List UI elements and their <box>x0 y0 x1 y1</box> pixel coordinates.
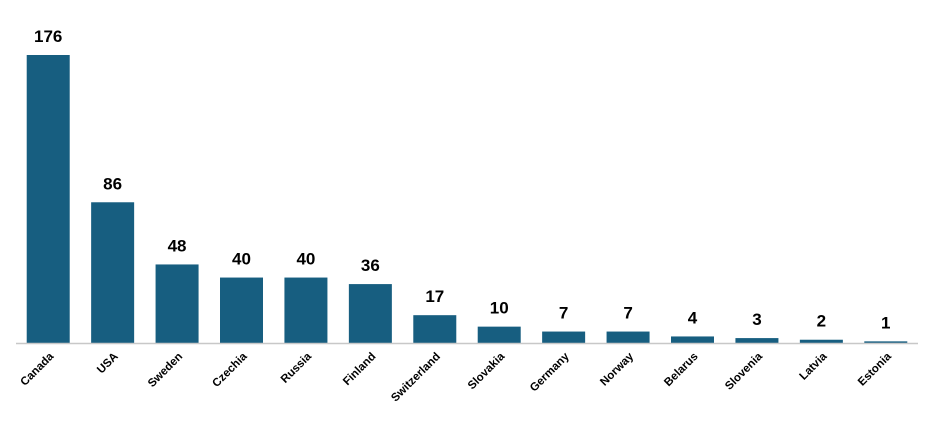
bar-finland <box>348 284 392 343</box>
x-tick-label-russia: Russia <box>279 350 315 386</box>
bar-sweden <box>155 264 199 343</box>
bars-group <box>26 55 908 343</box>
x-tick-label-estonia: Estonia <box>856 350 894 388</box>
data-label-switzerland: 17 <box>425 287 444 306</box>
x-tick-label-latvia: Latvia <box>797 350 829 382</box>
data-label-canada: 176 <box>34 27 62 46</box>
data-label-germany: 7 <box>559 304 568 323</box>
data-label-slovenia: 3 <box>752 310 761 329</box>
x-tick-label-switzerland: Switzerland <box>389 351 443 405</box>
x-tick-label-belarus: Belarus <box>662 351 700 389</box>
data-label-sweden: 48 <box>168 236 187 255</box>
x-tick-label-czechia: Czechia <box>210 350 250 390</box>
x-tick-label-canada: Canada <box>18 350 56 388</box>
bar-slovakia <box>477 326 521 343</box>
bar-latvia <box>799 339 843 343</box>
bar-germany <box>542 331 586 343</box>
data-label-finland: 36 <box>361 256 380 275</box>
x-tick-labels-group: Canada USA Sweden Czechia Russia Finland Switz… <box>18 350 894 404</box>
bar-norway <box>606 331 650 343</box>
data-label-russia: 40 <box>296 250 315 269</box>
data-label-usa: 86 <box>103 174 122 193</box>
bar-czechia <box>220 277 263 343</box>
x-tick-label-germany: Germany <box>528 350 572 394</box>
bar-russia <box>284 277 328 343</box>
value-labels-group: 176 86 48 40 40 36 17 10 7 7 4 3 2 1 <box>34 27 891 332</box>
data-label-estonia: 1 <box>881 313 890 332</box>
bar-usa <box>91 202 135 343</box>
bar-slovenia <box>735 338 779 343</box>
x-tick-label-sweden: Sweden <box>146 351 185 390</box>
bar-estonia <box>864 341 908 343</box>
data-label-norway: 7 <box>623 304 632 323</box>
x-tick-label-slovenia: Slovenia <box>723 350 765 392</box>
data-label-czechia: 40 <box>232 250 251 269</box>
bar-belarus <box>671 336 714 343</box>
bar-canada <box>26 55 70 343</box>
x-tick-label-usa: USA <box>95 351 121 377</box>
x-tick-label-norway: Norway <box>598 350 636 388</box>
x-tick-label-finland: Finland <box>341 351 378 388</box>
data-label-latvia: 2 <box>817 312 826 331</box>
bar-switzerland <box>413 315 457 343</box>
data-label-slovakia: 10 <box>490 299 509 318</box>
data-label-belarus: 4 <box>688 308 698 327</box>
x-tick-label-slovakia: Slovakia <box>466 350 508 392</box>
